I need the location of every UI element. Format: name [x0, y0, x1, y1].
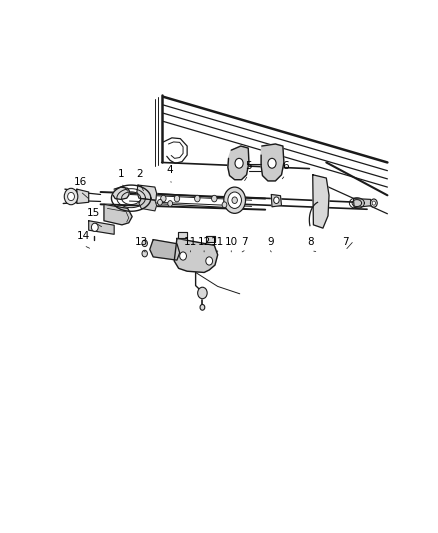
Text: 11: 11 — [184, 237, 197, 247]
Polygon shape — [139, 199, 156, 211]
Polygon shape — [261, 144, 284, 181]
Circle shape — [168, 200, 173, 206]
Text: 14: 14 — [77, 231, 90, 241]
Text: 10: 10 — [225, 237, 238, 247]
Text: 7: 7 — [342, 237, 348, 247]
Polygon shape — [77, 189, 88, 204]
Polygon shape — [228, 146, 249, 180]
Polygon shape — [313, 175, 329, 228]
Circle shape — [371, 199, 377, 207]
Circle shape — [206, 257, 212, 265]
Circle shape — [274, 197, 279, 204]
Polygon shape — [104, 204, 132, 225]
Text: 1: 1 — [118, 169, 124, 179]
Circle shape — [64, 188, 78, 205]
Circle shape — [200, 304, 205, 310]
Circle shape — [67, 192, 74, 200]
Polygon shape — [353, 199, 372, 207]
Circle shape — [142, 251, 148, 257]
Circle shape — [228, 192, 241, 208]
Text: 4: 4 — [167, 165, 173, 175]
Circle shape — [174, 195, 180, 202]
Polygon shape — [174, 238, 218, 272]
Polygon shape — [206, 236, 215, 243]
Circle shape — [142, 240, 148, 247]
Polygon shape — [137, 185, 156, 200]
Circle shape — [158, 199, 162, 205]
Circle shape — [161, 195, 166, 202]
Circle shape — [212, 195, 217, 202]
Text: 5: 5 — [245, 160, 251, 171]
Circle shape — [198, 287, 207, 298]
Text: 7: 7 — [241, 237, 247, 247]
Text: 15: 15 — [87, 208, 100, 218]
Text: 12: 12 — [198, 237, 211, 247]
Circle shape — [92, 223, 98, 231]
Polygon shape — [271, 195, 282, 207]
Polygon shape — [178, 232, 187, 238]
Polygon shape — [113, 187, 130, 199]
Circle shape — [194, 195, 200, 202]
Circle shape — [180, 252, 187, 260]
Text: 2: 2 — [136, 169, 143, 179]
Circle shape — [224, 187, 246, 213]
Text: 16: 16 — [74, 177, 87, 187]
Text: 6: 6 — [282, 160, 289, 171]
Text: 9: 9 — [267, 237, 274, 247]
Circle shape — [232, 197, 237, 204]
Circle shape — [222, 202, 227, 207]
Text: 13: 13 — [134, 237, 148, 247]
Circle shape — [235, 158, 243, 168]
Circle shape — [268, 158, 276, 168]
Polygon shape — [88, 221, 114, 235]
Circle shape — [372, 201, 375, 205]
Polygon shape — [150, 240, 180, 260]
Text: 8: 8 — [308, 237, 314, 247]
Text: 11: 11 — [211, 237, 224, 247]
